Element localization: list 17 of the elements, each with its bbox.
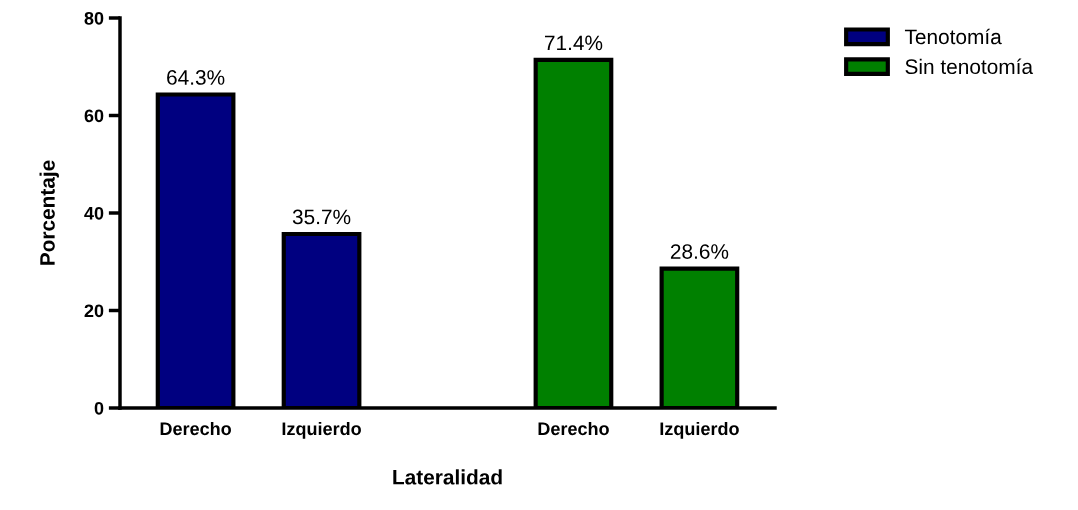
y-tick-label: 40 <box>84 206 104 220</box>
data-label: 71.4% <box>544 35 603 51</box>
y-tick-label: 20 <box>84 304 104 318</box>
x-tick-label: Derecho <box>160 421 231 436</box>
legend-label: Sin tenotomía <box>905 58 1034 75</box>
data-label: 64.3% <box>167 70 225 85</box>
data-label: 35.7% <box>292 209 351 225</box>
x-tick-label: Izquierdo <box>660 421 739 439</box>
y-tick-label: 80 <box>84 11 104 25</box>
legend-label: Tenotomía <box>904 28 1002 45</box>
y-axis-title: Porcentaje <box>39 160 59 265</box>
data-label: 28.6% <box>670 244 729 259</box>
y-tick-label: 0 <box>94 401 104 415</box>
x-tick-label: Izquierdo <box>282 421 361 439</box>
y-tick-label: 60 <box>84 109 104 123</box>
x-axis-title: Lateralidad <box>393 469 502 485</box>
x-tick-label: Derecho <box>538 421 609 436</box>
